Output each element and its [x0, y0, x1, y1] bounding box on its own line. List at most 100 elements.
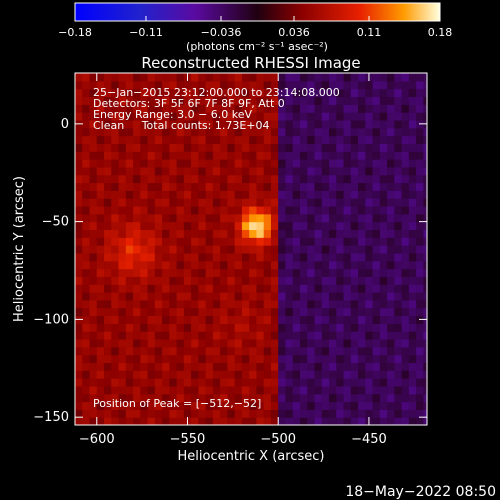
heatmap-cell [350, 252, 359, 262]
heatmap-cell [278, 385, 287, 395]
heatmap-cell [220, 417, 229, 425]
heatmap-cell [408, 73, 417, 82]
heatmap-cell [220, 119, 229, 129]
heatmap-cell [118, 104, 127, 113]
heatmap-cell [387, 237, 395, 246]
heatmap-cell [96, 370, 105, 379]
heatmap-cell [270, 229, 279, 238]
heatmap-cell [104, 73, 112, 82]
heatmap-cell [227, 237, 236, 246]
heatmap-cell [89, 229, 98, 238]
heatmap-cell [314, 245, 323, 254]
heatmap-cell [416, 409, 424, 418]
heatmap-cell [162, 221, 170, 231]
heatmap-cell [408, 88, 417, 98]
heatmap-cell [416, 237, 424, 246]
heatmap-cell [198, 182, 207, 191]
heatmap-cell [249, 119, 258, 129]
heatmap-cell [89, 378, 98, 387]
heatmap-cell [82, 393, 91, 403]
heatmap-cell [394, 127, 403, 137]
heatmap-cell [140, 151, 149, 160]
heatmap-cell [314, 378, 323, 387]
heatmap-cell [133, 401, 141, 410]
heatmap-cell [270, 190, 279, 199]
heatmap-cell [358, 205, 366, 215]
heatmap-cell [205, 338, 214, 348]
heatmap-cell [321, 284, 330, 293]
heatmap-cell [176, 174, 185, 184]
heatmap-cell [125, 182, 134, 191]
heatmap-cell [147, 370, 156, 379]
heatmap-cell [416, 73, 424, 82]
heatmap-cell [408, 174, 417, 184]
heatmap-cell [329, 229, 337, 238]
heatmap-cell [343, 315, 352, 324]
heatmap-cell [75, 284, 83, 293]
heatmap-cell [307, 127, 316, 137]
heatmap-cell [249, 213, 258, 223]
heatmap-cell [140, 307, 149, 317]
heatmap-cell [89, 252, 98, 262]
heatmap-cell [314, 112, 323, 121]
heatmap-cell [154, 80, 163, 90]
heatmap-cell [343, 268, 352, 277]
heatmap-cell [379, 112, 388, 121]
heatmap-cell [299, 221, 308, 231]
heatmap-cell [191, 401, 199, 410]
heatmap-cell [401, 80, 410, 90]
heatmap-cell [227, 284, 236, 293]
heatmap-cell [82, 276, 91, 285]
heatmap-cell [329, 104, 337, 113]
heatmap-cell [169, 393, 178, 403]
heatmap-cell [249, 104, 258, 113]
heatmap-cell [394, 80, 403, 90]
heatmap-cell [292, 229, 301, 238]
heatmap-cell [329, 88, 337, 98]
heatmap-cell [314, 73, 323, 82]
heatmap-cell [365, 221, 374, 231]
heatmap-cell [423, 205, 427, 215]
heatmap-cell [140, 143, 149, 152]
heatmap-cell [191, 409, 199, 418]
colorbar [74, 2, 441, 22]
heatmap-cell [394, 198, 403, 207]
heatmap-cell [372, 268, 381, 277]
heatmap-cell [256, 370, 265, 379]
heatmap-cell [198, 198, 207, 207]
heatmap-cell [205, 315, 214, 324]
heatmap-cell [379, 143, 388, 152]
heatmap-cell [285, 401, 294, 410]
heatmap-cell [183, 237, 192, 246]
heatmap-cell [118, 292, 127, 301]
heatmap-cell [285, 127, 294, 137]
heatmap-cell [205, 346, 214, 356]
heatmap-cell [227, 331, 236, 340]
heatmap-cell [227, 190, 236, 199]
heatmap-cell [241, 276, 250, 285]
heatmap-cell [241, 127, 250, 137]
heatmap-cell [401, 354, 410, 364]
heatmap-cell [82, 315, 91, 324]
heatmap-cell [220, 96, 229, 105]
heatmap-cell [125, 198, 134, 207]
heatmap-cell [75, 127, 83, 137]
heatmap-cell [329, 205, 337, 215]
heatmap-cell [299, 292, 308, 301]
heatmap-cell [394, 229, 403, 238]
heatmap-cell [408, 237, 417, 246]
heatmap-cell [140, 96, 149, 105]
colorbar-tick-label: −0.18 [58, 26, 92, 39]
heatmap-cell [96, 229, 105, 238]
heatmap-cell [249, 299, 258, 309]
heatmap-cell [104, 159, 112, 168]
heatmap-cell [125, 237, 134, 246]
heatmap-cell [423, 221, 427, 231]
heatmap-cell [307, 338, 316, 348]
heatmap-cell [365, 237, 374, 246]
heatmap-cell [307, 385, 316, 395]
heatmap-cell [205, 174, 214, 184]
heatmap-cell [118, 127, 127, 137]
heatmap-cell [75, 198, 83, 207]
heatmap-cell [96, 292, 105, 301]
